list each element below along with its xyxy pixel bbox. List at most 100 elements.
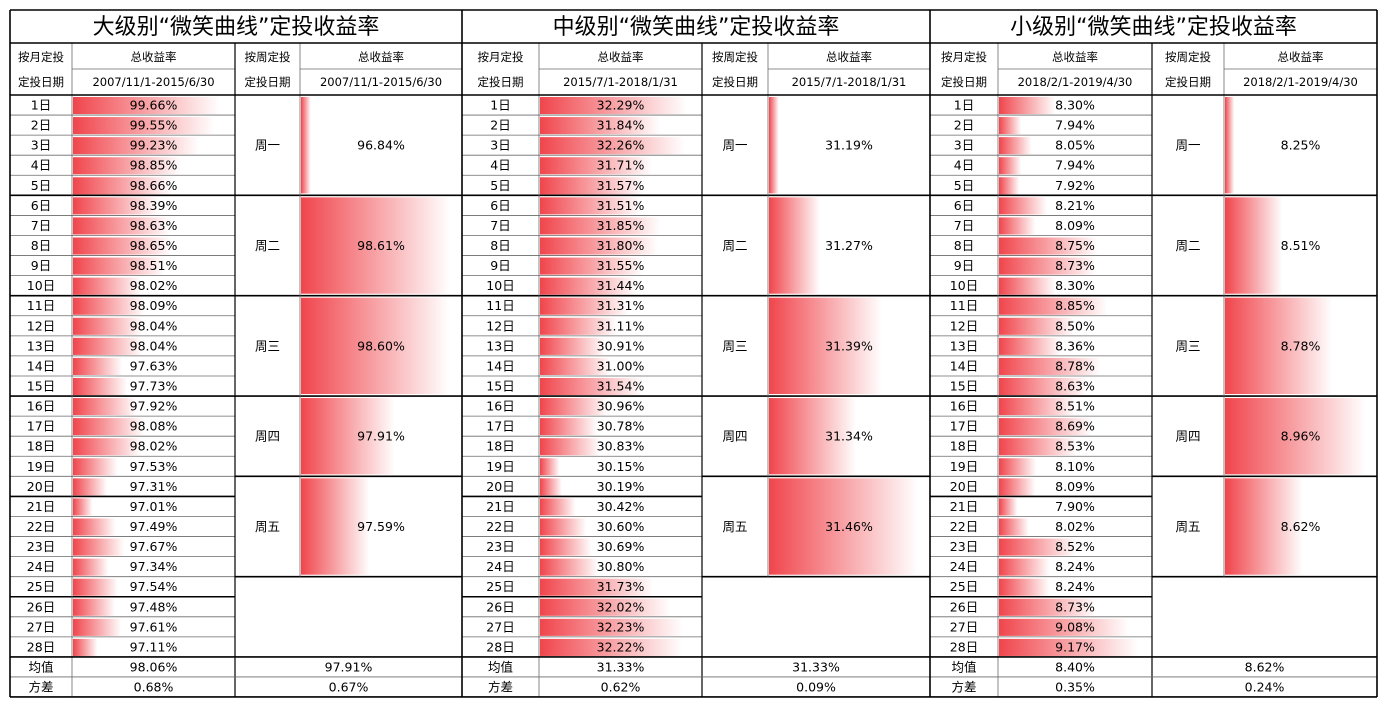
monthly-bar: [540, 638, 683, 656]
monthly-value-label: 97.01%: [130, 499, 178, 514]
weekly-bar: [769, 297, 882, 395]
weekly-value-label: 96.84%: [357, 138, 405, 153]
monthly-day-label: 17日: [486, 419, 514, 434]
monthly-value-label: 8.78%: [1055, 358, 1095, 373]
monthly-value-label: 99.23%: [130, 138, 178, 153]
monthly-day-label: 5日: [490, 178, 510, 193]
monthly-day-label: 3日: [31, 138, 51, 153]
monthly-day-label: 3日: [490, 138, 510, 153]
monthly-day-label: 17日: [27, 419, 55, 434]
monthly-bar: [73, 538, 125, 556]
monthly-day-label: 27日: [950, 619, 978, 634]
weekly-header-label: 定投日期: [1165, 75, 1211, 89]
monthly-bar: [73, 297, 145, 315]
monthly-day-label: 20日: [486, 479, 514, 494]
monthly-value-label: 8.30%: [1055, 278, 1095, 293]
monthly-day-label: 11日: [486, 298, 514, 313]
monthly-value-label: 32.23%: [597, 619, 645, 634]
monthly-bar: [73, 257, 165, 275]
monthly-day-label: 22日: [27, 519, 55, 534]
monthly-value-label: 98.02%: [130, 439, 178, 454]
monthly-bar: [999, 598, 1096, 616]
monthly-day-label: 18日: [27, 439, 55, 454]
monthly-day-label: 8日: [490, 238, 510, 253]
monthly-header-label: 定投日期: [18, 75, 64, 89]
monthly-value-label: 98.04%: [130, 318, 178, 333]
weekly-period: 2015/7/1-2018/1/31: [792, 75, 907, 89]
weekly-bar: [1225, 478, 1303, 575]
variance-label: 方差: [28, 679, 53, 694]
monthly-day-label: 28日: [486, 639, 514, 654]
weekly-value-label: 31.27%: [825, 238, 873, 253]
monthly-bar: [999, 217, 1036, 235]
monthly-bar: [540, 558, 599, 576]
monthly-day-label: 18日: [950, 439, 978, 454]
monthly-day-label: 10日: [950, 278, 978, 293]
monthly-period: 2007/11/1-2015/6/30: [92, 75, 214, 89]
weekly-bar: [1225, 197, 1283, 294]
monthly-bar: [999, 197, 1047, 215]
monthly-value-label: 8.21%: [1055, 198, 1095, 213]
monthly-value-label: 8.73%: [1055, 599, 1095, 614]
monthly-bar: [73, 97, 220, 115]
weekly-value-label: 31.39%: [825, 338, 873, 353]
monthly-value-label: 31.84%: [597, 118, 645, 133]
table-title: 大级别“微笑曲线”定投收益率: [93, 15, 380, 40]
monthly-day-label: 11日: [27, 298, 55, 313]
monthly-value-label: 30.42%: [597, 499, 645, 514]
monthly-value-label: 99.55%: [130, 118, 178, 133]
monthly-bar: [999, 518, 1029, 536]
weekly-period: 2007/11/1-2015/6/30: [320, 75, 442, 89]
monthly-bar: [540, 197, 641, 215]
monthly-value-label: 8.75%: [1055, 238, 1095, 253]
weekly-metric-header: 总收益率: [826, 50, 872, 64]
monthly-day-label: 18日: [486, 439, 514, 454]
monthly-value-label: 98.04%: [130, 338, 178, 353]
weekly-day-label: 周一: [255, 138, 280, 153]
monthly-bar: [540, 478, 562, 496]
monthly-bar: [73, 638, 98, 656]
monthly-bar: [999, 157, 1022, 175]
monthly-value-label: 30.96%: [597, 399, 645, 414]
monthly-value-label: 97.48%: [130, 599, 178, 614]
weekly-day-label: 周一: [722, 138, 747, 153]
monthly-bar: [999, 257, 1096, 275]
monthly-bar: [999, 237, 1098, 255]
monthly-bar: [73, 558, 109, 576]
monthly-bar: [540, 157, 653, 175]
monthly-bar: [73, 398, 137, 416]
monthly-header-label: 定投日期: [478, 75, 524, 89]
monthly-bar: [540, 618, 684, 636]
monthly-header-label: 按月定投: [18, 50, 64, 64]
monthly-bar: [540, 458, 560, 476]
monthly-day-label: 27日: [27, 619, 55, 634]
monthly-mean: 98.06%: [130, 659, 178, 674]
monthly-bar: [540, 398, 608, 416]
monthly-day-label: 12日: [27, 318, 55, 333]
weekly-bar: [1225, 97, 1235, 194]
monthly-value-label: 8.53%: [1055, 439, 1095, 454]
monthly-day-label: 27日: [486, 619, 514, 634]
weekly-value-label: 8.78%: [1281, 338, 1321, 353]
monthly-bar: [999, 337, 1061, 355]
variance-label: 方差: [488, 679, 513, 694]
monthly-day-label: 9日: [31, 258, 51, 273]
monthly-value-label: 9.17%: [1055, 639, 1095, 654]
monthly-bar: [999, 97, 1056, 115]
monthly-bar: [540, 317, 617, 335]
weekly-day-label: 周二: [1175, 238, 1200, 253]
monthly-bar: [73, 137, 200, 155]
monthly-value-label: 7.94%: [1055, 158, 1095, 173]
monthly-bar: [73, 498, 93, 516]
monthly-variance: 0.68%: [134, 679, 174, 694]
monthly-bar: [999, 377, 1087, 396]
mean-label: 均值: [488, 659, 513, 674]
monthly-value-label: 98.39%: [130, 198, 178, 213]
monthly-day-label: 21日: [950, 499, 978, 514]
monthly-day-label: 10日: [27, 278, 55, 293]
monthly-bar: [540, 237, 658, 255]
monthly-value-label: 7.94%: [1055, 118, 1095, 133]
monthly-day-label: 3日: [954, 138, 974, 153]
weekly-mean: 97.91%: [325, 659, 373, 674]
monthly-variance: 0.35%: [1055, 679, 1095, 694]
